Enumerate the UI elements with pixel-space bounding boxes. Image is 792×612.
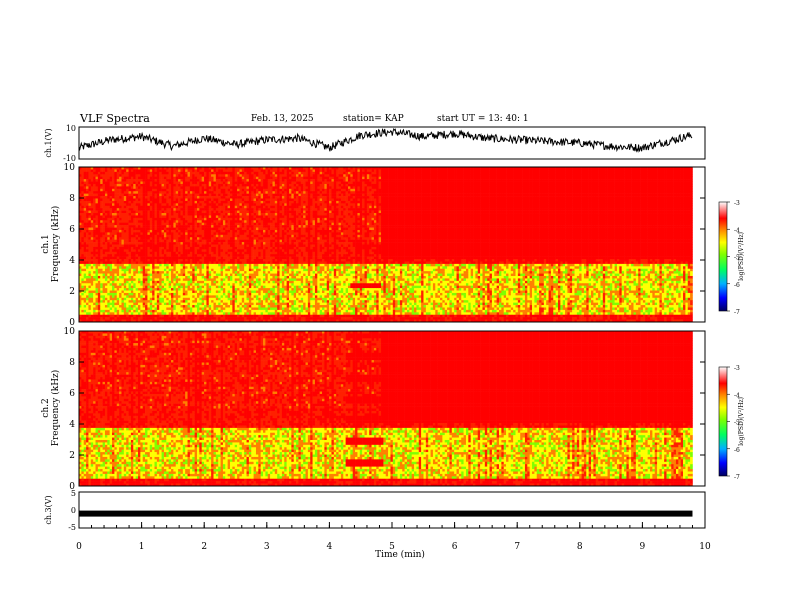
ch1-waveform-line bbox=[79, 129, 692, 152]
colorbar-gradient bbox=[719, 367, 727, 476]
colorbar-label: log(PSD)(V²/Hz) bbox=[738, 232, 745, 281]
ch2-spectrogram-image bbox=[79, 331, 693, 486]
ytick-label: 8 bbox=[69, 358, 75, 368]
xtick-label: 4 bbox=[327, 542, 333, 552]
ch2-channel-label: ch.2 bbox=[41, 398, 51, 417]
xtick-label: 6 bbox=[452, 542, 458, 552]
xtick-label: 0 bbox=[76, 542, 82, 552]
ytick-label: 10 bbox=[64, 327, 76, 337]
ch3-waveform-panel: 5 0 -5 ch.3(V) 0 1 2 3 4 5 6 7 8 9 10 Time (min) bbox=[44, 489, 711, 560]
colorbar-tick-label: -3 bbox=[734, 365, 740, 372]
ch1-waveform-panel: 10 -10 ch.1(V) bbox=[44, 124, 705, 163]
xtick-label: 9 bbox=[640, 542, 646, 552]
ch3-ytick-5: 5 bbox=[71, 489, 76, 498]
colorbar-tick-label: -7 bbox=[734, 309, 740, 316]
ytick-label: 6 bbox=[69, 389, 75, 399]
x-axis-ticks: 0 1 2 3 4 5 6 7 8 9 10 bbox=[76, 522, 711, 552]
ch1-freq-label: Frequency (kHz) bbox=[50, 206, 61, 283]
ch3-ylabel: ch.3(V) bbox=[44, 495, 53, 524]
ch3-ytick-0: 0 bbox=[71, 506, 76, 515]
colorbar-tick-label: -3 bbox=[734, 200, 740, 207]
x-axis-label: Time (min) bbox=[375, 549, 425, 560]
ytick-label: 4 bbox=[69, 420, 75, 430]
colorbar-gradient bbox=[719, 202, 727, 311]
colorbar-tick-label: -7 bbox=[734, 474, 740, 481]
xtick-label: 10 bbox=[699, 542, 711, 552]
ch3-ytick-neg5: -5 bbox=[68, 523, 76, 532]
xtick-label: 3 bbox=[264, 542, 270, 552]
ch1-ytick-bottom: -10 bbox=[63, 154, 76, 163]
xtick-label: 8 bbox=[577, 542, 583, 552]
ch1-channel-label: ch.1 bbox=[41, 234, 51, 253]
ytick-label: 2 bbox=[69, 287, 75, 297]
ch1-ylabel: ch.1(V) bbox=[44, 128, 53, 157]
xtick-label: 2 bbox=[201, 542, 207, 552]
ch3-waveform-line bbox=[79, 511, 692, 517]
xtick-label: 7 bbox=[514, 542, 520, 552]
ch2-freq-label: Frequency (kHz) bbox=[50, 370, 61, 447]
ytick-label: 8 bbox=[69, 194, 75, 204]
xtick-label: 1 bbox=[139, 542, 145, 552]
ch1-spectrogram-image bbox=[79, 167, 693, 322]
ytick-label: 6 bbox=[69, 225, 75, 235]
ch1-ytick-top: 10 bbox=[66, 124, 76, 133]
colorbar-label: log(PSD)(V²/Hz) bbox=[738, 397, 745, 446]
ytick-label: 10 bbox=[64, 163, 76, 173]
colorbar-tick-label: -6 bbox=[734, 447, 740, 454]
ytick-label: 4 bbox=[69, 256, 75, 266]
ytick-label: 2 bbox=[69, 451, 75, 461]
colorbar-tick-label: -6 bbox=[734, 282, 740, 289]
